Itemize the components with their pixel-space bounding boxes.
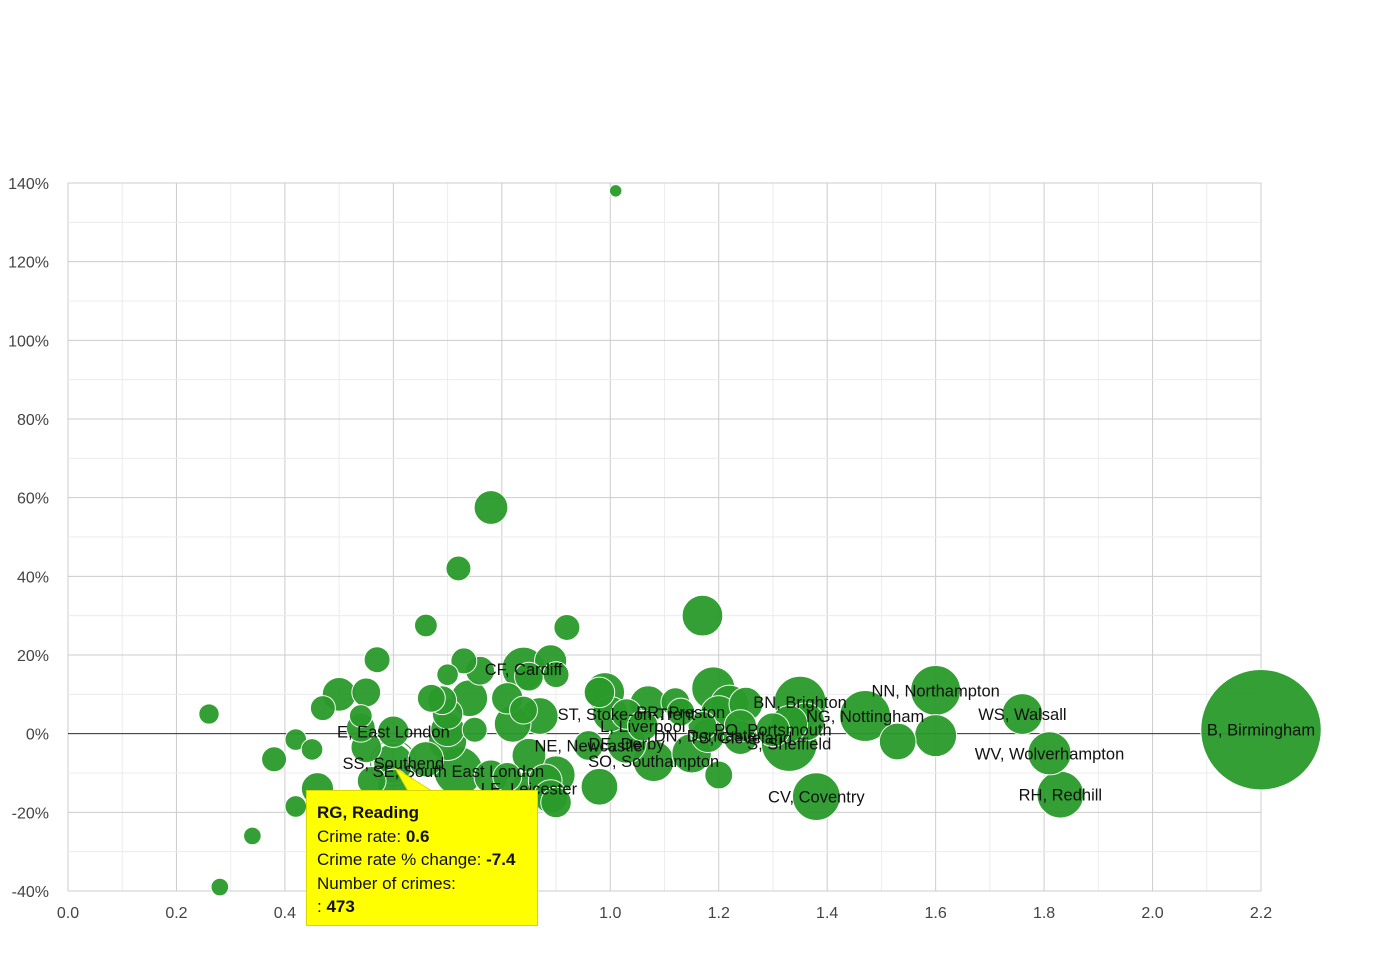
tooltip: RG, Reading Crime rate: 0.6 Crime rate %… bbox=[306, 790, 538, 926]
data-point[interactable] bbox=[542, 661, 570, 689]
tooltip-crimes-label: Number of crimes: bbox=[317, 873, 456, 893]
data-point-label: SS, Southend bbox=[342, 755, 444, 773]
data-point[interactable] bbox=[461, 716, 488, 743]
y-tick-label: 20% bbox=[17, 648, 49, 665]
data-point[interactable] bbox=[243, 826, 262, 846]
data-point[interactable] bbox=[473, 490, 509, 525]
y-tick-label: -40% bbox=[12, 884, 49, 901]
x-tick-label: 1.0 bbox=[599, 905, 621, 922]
tooltip-crimes-value: 473 bbox=[326, 897, 355, 916]
data-point-label: WS, Walsall bbox=[978, 706, 1066, 724]
data-point[interactable] bbox=[414, 613, 438, 638]
data-point[interactable] bbox=[608, 184, 623, 198]
data-point[interactable] bbox=[416, 683, 446, 713]
data-point-label: PR, Preston bbox=[636, 704, 725, 722]
data-point-label: B, Birmingham bbox=[1207, 722, 1315, 740]
data-point-label: DN, Doncaster bbox=[654, 728, 763, 746]
y-tick-label: 80% bbox=[17, 412, 49, 429]
data-point[interactable] bbox=[445, 555, 472, 582]
data-point[interactable] bbox=[839, 690, 892, 742]
data-point-label: PO, Portsmouth bbox=[714, 722, 831, 740]
data-point[interactable] bbox=[666, 697, 696, 727]
x-tick-label: 0.0 bbox=[57, 905, 79, 922]
tooltip-change-value: -7.4 bbox=[486, 850, 516, 869]
data-point-label: RH, Redhill bbox=[1019, 787, 1102, 805]
data-point[interactable] bbox=[377, 715, 410, 748]
y-tick-label: 100% bbox=[8, 333, 49, 350]
data-point-label: NN, Northampton bbox=[871, 682, 999, 700]
data-point-label: DE, Derby bbox=[588, 736, 665, 754]
data-point[interactable] bbox=[210, 877, 230, 897]
data-point[interactable] bbox=[687, 710, 718, 741]
data-point[interactable] bbox=[583, 676, 616, 709]
data-point[interactable] bbox=[791, 772, 841, 821]
data-point-label: E, East London bbox=[337, 724, 450, 742]
x-tick-label: 1.8 bbox=[1033, 905, 1055, 922]
data-point[interactable] bbox=[198, 703, 220, 725]
data-point-label: SO, Southampton bbox=[588, 753, 719, 771]
x-tick-label: 1.6 bbox=[925, 905, 947, 922]
data-point[interactable] bbox=[1200, 668, 1322, 791]
data-point-label: S, Sheffield bbox=[747, 736, 831, 754]
data-point-label: ST, Stoke-on-Trent bbox=[558, 706, 696, 724]
x-tick-label: 1.2 bbox=[708, 905, 730, 922]
data-point-label: SE, South East London bbox=[373, 763, 545, 781]
data-point-label: L, Liverpool bbox=[600, 718, 685, 736]
y-tick-label: 40% bbox=[17, 569, 49, 586]
axes: 0.00.20.40.60.81.01.21.41.61.82.02.2-40%… bbox=[8, 176, 1272, 922]
data-point[interactable] bbox=[723, 709, 758, 743]
data-point[interactable] bbox=[511, 737, 547, 773]
tooltip-rate-label: Crime rate: bbox=[317, 826, 402, 846]
data-point[interactable] bbox=[351, 677, 382, 708]
data-point[interactable] bbox=[348, 704, 373, 728]
x-tick-label: 2.0 bbox=[1141, 905, 1163, 922]
data-point[interactable] bbox=[450, 647, 478, 675]
tooltip-rate-value: 0.6 bbox=[405, 826, 430, 846]
data-point-label: NE, Newcastle bbox=[534, 737, 642, 755]
y-tick-label: 60% bbox=[17, 491, 49, 508]
data-point-label: CF, Cardiff bbox=[485, 661, 563, 679]
data-point-label: WV, Wolverhampton bbox=[975, 745, 1124, 763]
data-point-label: CV, Coventry bbox=[768, 789, 865, 807]
bubble-series bbox=[198, 184, 1322, 897]
x-tick-label: 1.4 bbox=[816, 905, 838, 922]
x-tick-label: 2.2 bbox=[1250, 905, 1272, 922]
tooltip-title: RG, Reading bbox=[317, 803, 420, 822]
data-point[interactable] bbox=[878, 722, 917, 761]
data-point[interactable] bbox=[553, 613, 581, 641]
tooltip-change-label: Crime rate % change: bbox=[317, 850, 482, 869]
data-point[interactable] bbox=[1001, 693, 1044, 735]
y-tick-label: -20% bbox=[12, 805, 49, 822]
data-point[interactable] bbox=[407, 741, 445, 778]
tooltip-crimes-prefix: : bbox=[317, 897, 322, 916]
x-tick-label: 0.2 bbox=[165, 905, 187, 922]
data-point[interactable] bbox=[681, 594, 724, 637]
data-point[interactable] bbox=[573, 730, 604, 761]
y-tick-label: 0% bbox=[26, 727, 49, 744]
data-point[interactable] bbox=[704, 760, 734, 790]
data-point[interactable] bbox=[300, 738, 324, 761]
data-point[interactable] bbox=[309, 695, 336, 722]
data-point[interactable] bbox=[509, 695, 538, 725]
data-point-label: NG, Nottingham bbox=[806, 708, 924, 726]
y-tick-label: 140% bbox=[8, 176, 49, 193]
data-point[interactable] bbox=[363, 646, 391, 674]
data-point[interactable] bbox=[580, 767, 619, 806]
y-tick-label: 120% bbox=[8, 255, 49, 272]
data-point[interactable] bbox=[540, 786, 572, 819]
x-tick-label: 0.4 bbox=[274, 905, 296, 922]
data-point-label: TS, Cleveland bbox=[689, 730, 793, 748]
data-point[interactable] bbox=[1027, 731, 1072, 776]
data-point[interactable] bbox=[284, 795, 308, 818]
data-point[interactable] bbox=[436, 663, 459, 686]
data-point[interactable] bbox=[627, 710, 659, 742]
data-point-label: BN, Brighton bbox=[753, 694, 847, 712]
data-point[interactable] bbox=[261, 746, 288, 773]
